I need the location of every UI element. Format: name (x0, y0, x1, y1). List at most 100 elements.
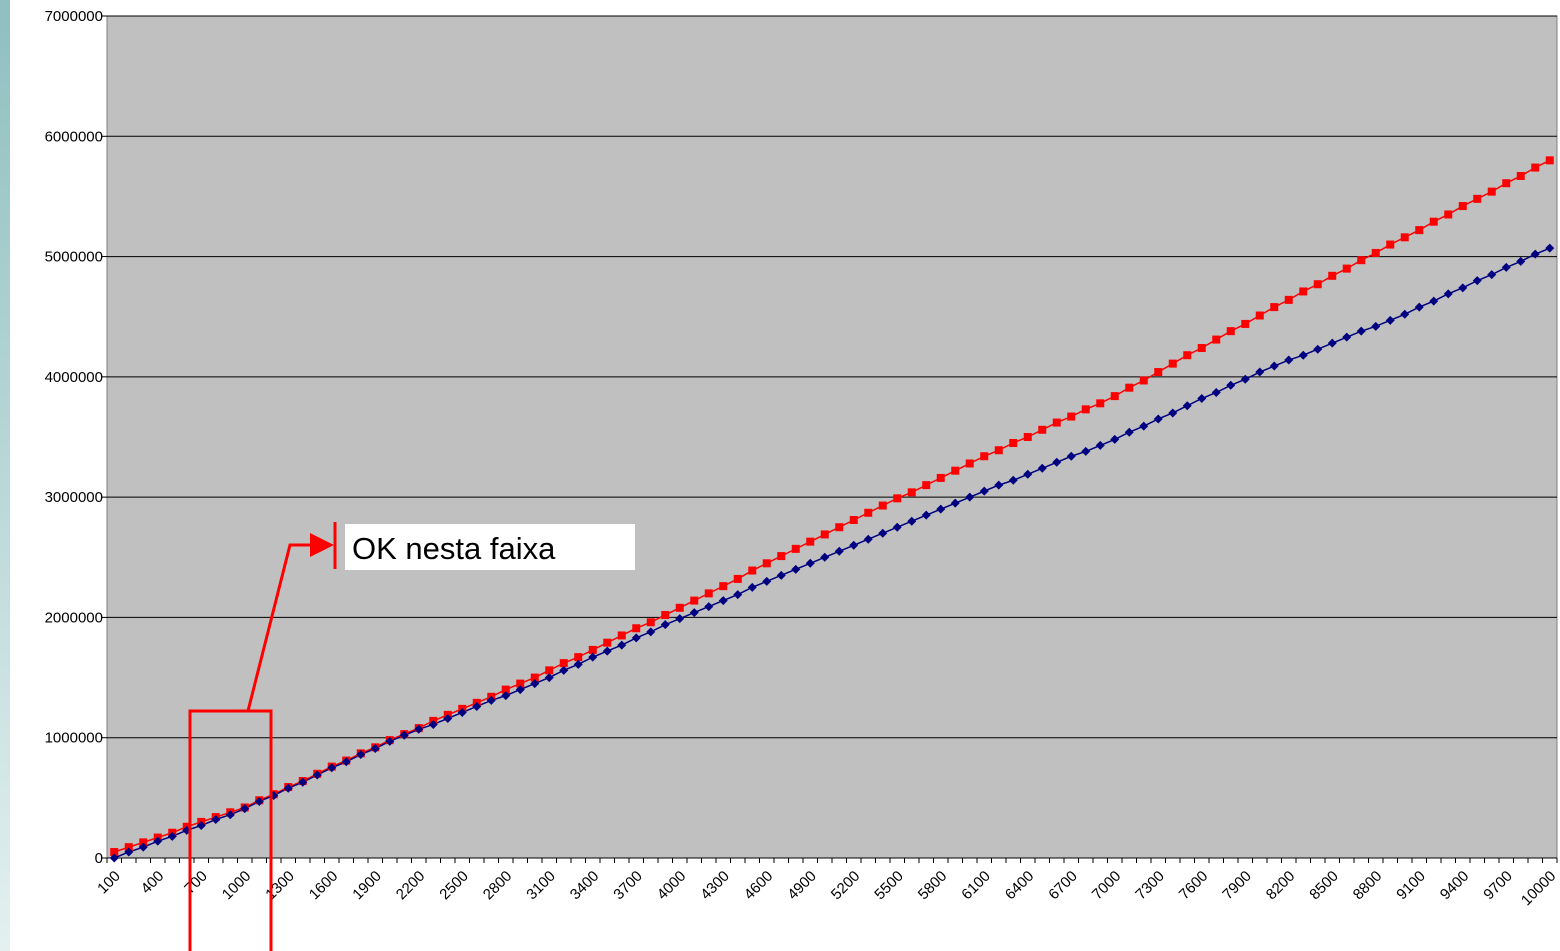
x-tick-label: 3100 (523, 868, 559, 904)
marker (864, 508, 873, 517)
marker (1139, 376, 1148, 385)
connector (246, 543, 313, 712)
marker (414, 724, 424, 734)
x-tick-label: 3400 (567, 868, 603, 904)
x-tick-label: 7000 (1089, 868, 1125, 904)
marker (835, 523, 844, 532)
marker (863, 534, 873, 544)
marker (341, 757, 351, 767)
marker (167, 831, 177, 841)
marker (1096, 399, 1105, 408)
marker (631, 633, 641, 643)
plot-area: 0 1000000 2000000 3000000 4000000 5000000 6000… (45, 8, 1560, 909)
x-tick-label: 4000 (654, 868, 690, 904)
y-tick-label: 3000000 (45, 489, 103, 506)
marker (1038, 425, 1047, 434)
marker (1443, 289, 1453, 299)
marker (544, 673, 554, 683)
marker (777, 552, 786, 561)
marker (617, 640, 627, 650)
marker (1458, 283, 1468, 293)
marker (428, 719, 438, 729)
x-tick-label: 4300 (697, 868, 733, 904)
marker (1487, 270, 1497, 280)
marker (1473, 194, 1482, 203)
marker (1342, 332, 1352, 342)
marker (1081, 405, 1090, 414)
marker (1415, 226, 1424, 235)
marker (1009, 439, 1018, 448)
x-tick-label: 9100 (1393, 868, 1429, 904)
marker (515, 685, 525, 695)
marker (646, 627, 656, 637)
marker (574, 653, 583, 662)
marker (805, 558, 815, 568)
marker (1458, 202, 1467, 211)
marker (1081, 446, 1091, 456)
marker (1197, 394, 1207, 404)
marker (1414, 302, 1424, 312)
marker (1212, 335, 1221, 344)
marker (1530, 249, 1540, 259)
marker (1327, 338, 1337, 348)
marker (1110, 434, 1120, 444)
marker (1531, 163, 1540, 172)
x-tick-label: 3700 (610, 868, 646, 904)
marker (1502, 179, 1511, 188)
marker (1501, 262, 1511, 272)
marker (110, 847, 119, 856)
marker (980, 452, 989, 461)
marker (356, 750, 366, 760)
marker (1241, 319, 1250, 328)
marker (733, 590, 743, 600)
marker (385, 736, 395, 746)
marker (588, 652, 598, 662)
marker (1226, 380, 1236, 390)
marker (472, 701, 482, 711)
marker (327, 763, 337, 773)
x-tick-label: 5500 (871, 868, 907, 904)
marker (689, 608, 699, 618)
marker (632, 624, 641, 633)
marker (312, 770, 322, 780)
y-tick-label: 2000000 (45, 609, 103, 626)
marker (1298, 350, 1308, 360)
x-tick-label: 2800 (480, 868, 516, 904)
marker (1008, 475, 1018, 485)
marker (675, 614, 685, 624)
marker (1545, 156, 1554, 165)
marker (661, 611, 670, 620)
marker (443, 713, 453, 723)
marker (1516, 171, 1525, 180)
marker (733, 574, 742, 583)
series-line (114, 159, 1551, 853)
plot-background (106, 15, 1558, 859)
marker (1516, 256, 1526, 266)
marker (1284, 295, 1293, 304)
marker (1183, 351, 1192, 360)
marker (1371, 248, 1380, 257)
x-tick-label: 10000 (1518, 868, 1560, 910)
marker (1270, 303, 1279, 312)
marker (1269, 361, 1279, 371)
y-tick-label: 1000000 (45, 730, 103, 747)
marker (588, 645, 597, 654)
marker (124, 843, 133, 852)
x-tick-label: 5800 (915, 868, 951, 904)
marker (1240, 374, 1250, 384)
marker (124, 847, 134, 857)
marker (139, 838, 148, 847)
marker (646, 618, 655, 627)
marker (1095, 440, 1105, 450)
marker (820, 530, 829, 539)
marker (791, 544, 800, 553)
marker (1371, 321, 1381, 331)
marker (530, 679, 540, 689)
marker (1139, 421, 1149, 431)
marker (225, 810, 235, 820)
x-tick-label: 1300 (262, 868, 298, 904)
x-tick-label: 7900 (1219, 868, 1255, 904)
marker (1124, 427, 1134, 437)
marker (922, 481, 931, 490)
